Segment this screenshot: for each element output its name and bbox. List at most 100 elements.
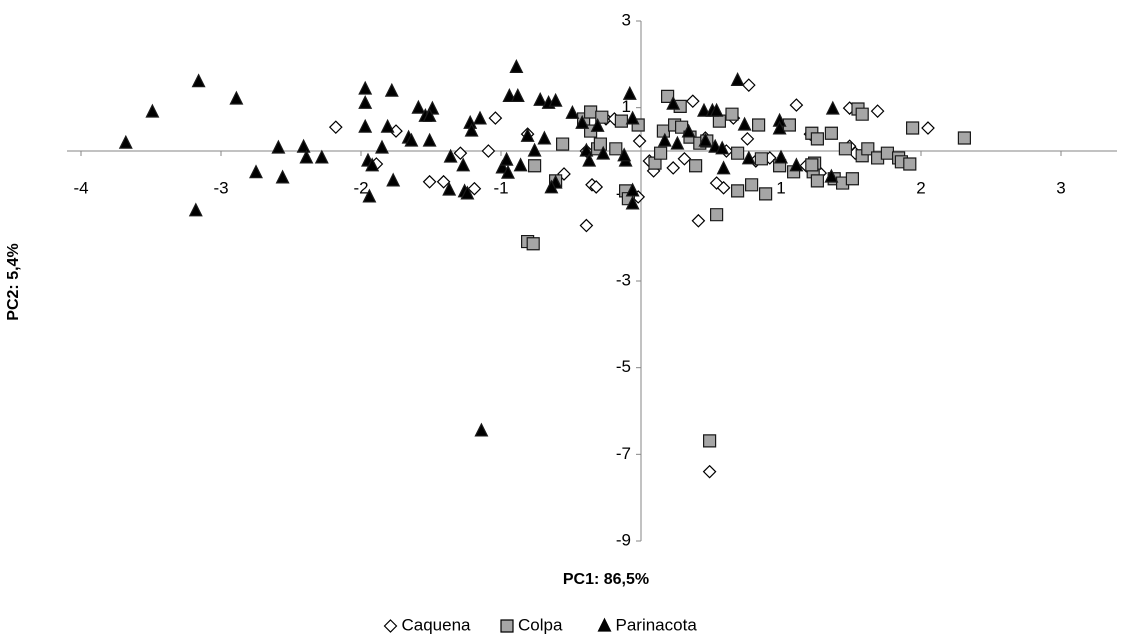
- point: [365, 157, 380, 172]
- point: [296, 138, 311, 153]
- point: [533, 91, 548, 106]
- point: [836, 176, 850, 190]
- x-tick-label: 2: [916, 178, 925, 197]
- point: [510, 88, 525, 102]
- point: [609, 142, 623, 156]
- point: [548, 92, 563, 107]
- point: [824, 126, 838, 140]
- point: [703, 434, 717, 448]
- x-tick-label: 1: [776, 178, 785, 197]
- point: [670, 135, 685, 150]
- y-tick-label: -5: [616, 357, 631, 376]
- point: [509, 59, 524, 73]
- point: [632, 134, 647, 148]
- point: [188, 202, 203, 217]
- point: [715, 140, 730, 155]
- point: [737, 116, 752, 131]
- point: [838, 142, 852, 156]
- point: [782, 118, 796, 132]
- point: [590, 117, 605, 132]
- point: [740, 132, 755, 146]
- point: [358, 94, 373, 109]
- point: [191, 73, 206, 88]
- point: [689, 159, 703, 173]
- point: [870, 104, 885, 118]
- point: [754, 152, 768, 166]
- point: [537, 130, 552, 145]
- point: [464, 122, 479, 137]
- point: [314, 149, 329, 164]
- y-tick-label: -3: [616, 270, 631, 289]
- point: [422, 132, 437, 147]
- point: [810, 132, 824, 146]
- point: [526, 237, 540, 251]
- point: [362, 188, 377, 203]
- point: [774, 149, 788, 164]
- point: [731, 184, 745, 198]
- point: [495, 159, 510, 174]
- point: [685, 94, 700, 109]
- point: [520, 127, 535, 142]
- y-tick-label: 3: [622, 10, 631, 29]
- point: [358, 80, 373, 95]
- point: [709, 176, 724, 190]
- point: [474, 422, 489, 437]
- point: [453, 146, 468, 161]
- y-tick-label: -9: [616, 530, 631, 549]
- point: [625, 195, 640, 210]
- point: [677, 151, 692, 166]
- point: [710, 208, 724, 222]
- point: [617, 147, 632, 162]
- point: [118, 134, 133, 149]
- point: [595, 110, 609, 124]
- point: [691, 213, 706, 228]
- point: [681, 123, 696, 138]
- point: [725, 107, 739, 121]
- point: [903, 157, 917, 171]
- x-tick-label: -4: [73, 178, 88, 197]
- point: [299, 149, 314, 164]
- point: [513, 157, 528, 172]
- point: [741, 150, 756, 165]
- point: [544, 179, 559, 194]
- point: [657, 132, 672, 147]
- point: [436, 174, 451, 189]
- point: [712, 114, 726, 128]
- point: [488, 111, 503, 125]
- point: [456, 157, 471, 172]
- point: [824, 168, 839, 183]
- legend-label: Caquena: [402, 615, 472, 634]
- point: [772, 120, 787, 135]
- point: [654, 146, 668, 160]
- point: [582, 152, 597, 167]
- point: [358, 118, 373, 133]
- point: [422, 174, 437, 189]
- y-tick-label: -7: [616, 444, 631, 463]
- point: [921, 121, 935, 135]
- point: [275, 169, 290, 184]
- y-axis-title: PC2: 5,4%: [5, 243, 22, 320]
- legend-label: Parinacota: [616, 615, 698, 634]
- point: [271, 139, 286, 154]
- point: [527, 142, 542, 157]
- point: [404, 132, 419, 147]
- x-tick-label: -3: [213, 178, 228, 197]
- point: [805, 158, 819, 172]
- point: [384, 82, 399, 97]
- point: [499, 151, 514, 166]
- point: [622, 85, 637, 100]
- point: [666, 161, 681, 175]
- point: [716, 180, 731, 195]
- legend-marker: [383, 619, 398, 633]
- point: [467, 181, 482, 196]
- point: [731, 146, 745, 160]
- legend-label: Colpa: [518, 615, 563, 634]
- y-tick-label: 1: [622, 97, 631, 116]
- point: [443, 148, 458, 163]
- point: [473, 110, 487, 125]
- point: [702, 464, 717, 479]
- point: [249, 164, 263, 179]
- point: [501, 164, 515, 179]
- point: [422, 107, 437, 122]
